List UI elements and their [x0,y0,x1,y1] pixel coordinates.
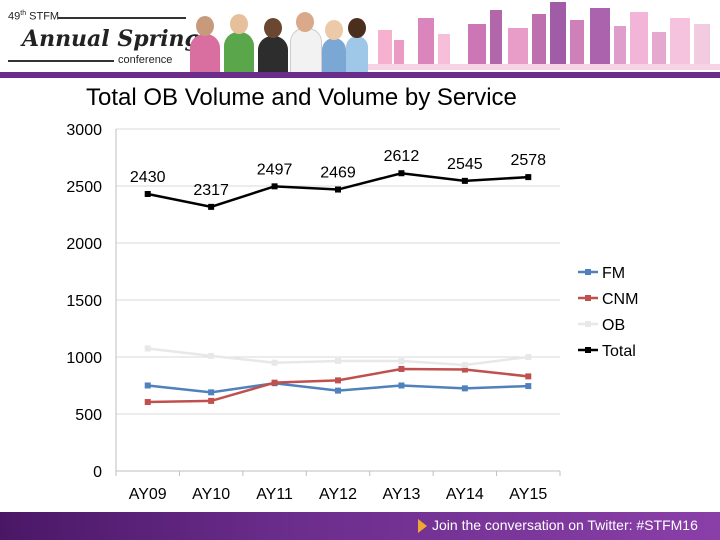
person-photo [290,28,322,76]
data-point-ob [525,354,532,360]
data-label-total: 2612 [384,148,420,165]
logo-rule-bottom [8,60,114,62]
data-point-cnm [525,373,532,380]
person-photo [190,34,220,76]
data-label-total: 2469 [320,165,356,182]
legend-marker-total [585,347,591,353]
logo-edition: 49th STFM [8,10,59,23]
data-point-total [525,174,532,181]
x-tick-label: AY15 [509,486,547,503]
data-point-ob [335,357,341,364]
logo-edition-suffix: th [20,10,27,17]
header-divider-band [0,72,720,78]
data-point-fm [335,387,341,394]
x-tick-label: AY09 [129,486,167,503]
legend-marker-ob [585,321,591,327]
logo-edition-number: 49 [8,10,21,23]
data-point-ob [271,359,278,366]
person-photo [325,20,343,40]
person-photo [322,38,346,76]
data-point-cnm [208,397,215,404]
legend-label-total: Total [602,343,636,360]
data-point-ob [208,352,215,359]
y-tick-label: 0 [93,464,102,481]
play-arrow-icon [418,519,427,533]
data-point-fm [525,383,532,390]
logo-script-title: Annual Spring [22,26,200,52]
data-label-total: 2317 [193,182,229,199]
person-photo [258,36,288,76]
data-point-total [335,186,341,193]
x-tick-label: AY12 [319,486,357,503]
person-photo [348,18,366,38]
footer-twitter-text: Join the conversation on Twitter: #STFM1… [432,517,698,533]
data-point-total [144,190,151,197]
series-line-cnm [147,367,529,404]
x-tick-label: AY10 [192,486,230,503]
data-point-fm [144,382,151,389]
y-tick-label: 2500 [66,179,102,196]
data-label-total: 2545 [447,156,483,173]
data-point-ob [144,345,151,352]
legend-label-fm: FM [602,265,625,282]
data-point-fm [208,389,215,396]
data-point-cnm [398,365,405,372]
y-tick-label: 1500 [66,293,102,310]
data-point-cnm [144,399,151,406]
y-tick-label: 3000 [66,122,102,139]
logo-rule-top [58,17,186,19]
person-photo [296,12,314,32]
footer-bar: Join the conversation on Twitter: #STFM1… [0,512,720,540]
y-tick-label: 2000 [66,236,102,253]
city-skyline-graphic [268,0,720,78]
data-point-fm [461,385,468,392]
person-photo [346,36,368,76]
y-tick-label: 500 [75,407,102,424]
legend-label-cnm: CNM [602,291,638,308]
legend-marker-fm [585,269,591,275]
x-tick-label: AY13 [382,486,420,503]
data-point-total [398,170,405,177]
data-point-ob [398,357,405,364]
data-point-total [461,177,468,184]
y-tick-label: 1000 [66,350,102,367]
data-label-total: 2578 [510,152,546,169]
data-point-ob [461,361,468,368]
data-point-cnm [461,366,468,373]
data-label-total: 2430 [130,169,166,186]
legend-marker-cnm [585,295,591,301]
data-point-total [271,183,278,190]
logo-org: STFM [29,10,60,23]
person-photo [264,18,282,38]
data-point-cnm [335,377,341,384]
logo-subtitle: conference [118,54,173,66]
conference-logo: 49th STFM Annual Spring conference [8,10,200,72]
person-photo [230,14,248,34]
data-label-total: 2497 [257,161,293,178]
slide-title: Total OB Volume and Volume by Service [86,84,517,111]
data-point-fm [398,382,405,389]
x-tick-label: AY14 [446,486,484,503]
data-point-total [208,203,215,210]
conference-header: 49th STFM Annual Spring conference [0,0,720,78]
x-tick-label: AY11 [256,486,293,503]
person-photo [196,16,214,36]
attendee-photos [190,12,368,76]
person-photo [224,32,254,76]
data-point-cnm [271,379,278,386]
legend-label-ob: OB [602,317,625,334]
